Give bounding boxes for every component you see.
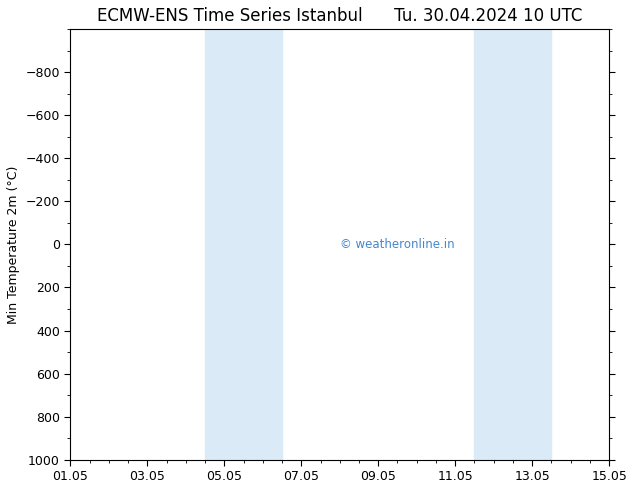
Text: © weatheronline.in: © weatheronline.in [340, 238, 455, 251]
Bar [205, 29, 282, 460]
Y-axis label: Min Temperature 2m (°C): Min Temperature 2m (°C) [7, 165, 20, 324]
Title: ECMW-ENS Time Series Istanbul      Tu. 30.04.2024 10 UTC: ECMW-ENS Time Series Istanbul Tu. 30.04.… [97, 7, 583, 25]
Bar [474, 29, 552, 460]
